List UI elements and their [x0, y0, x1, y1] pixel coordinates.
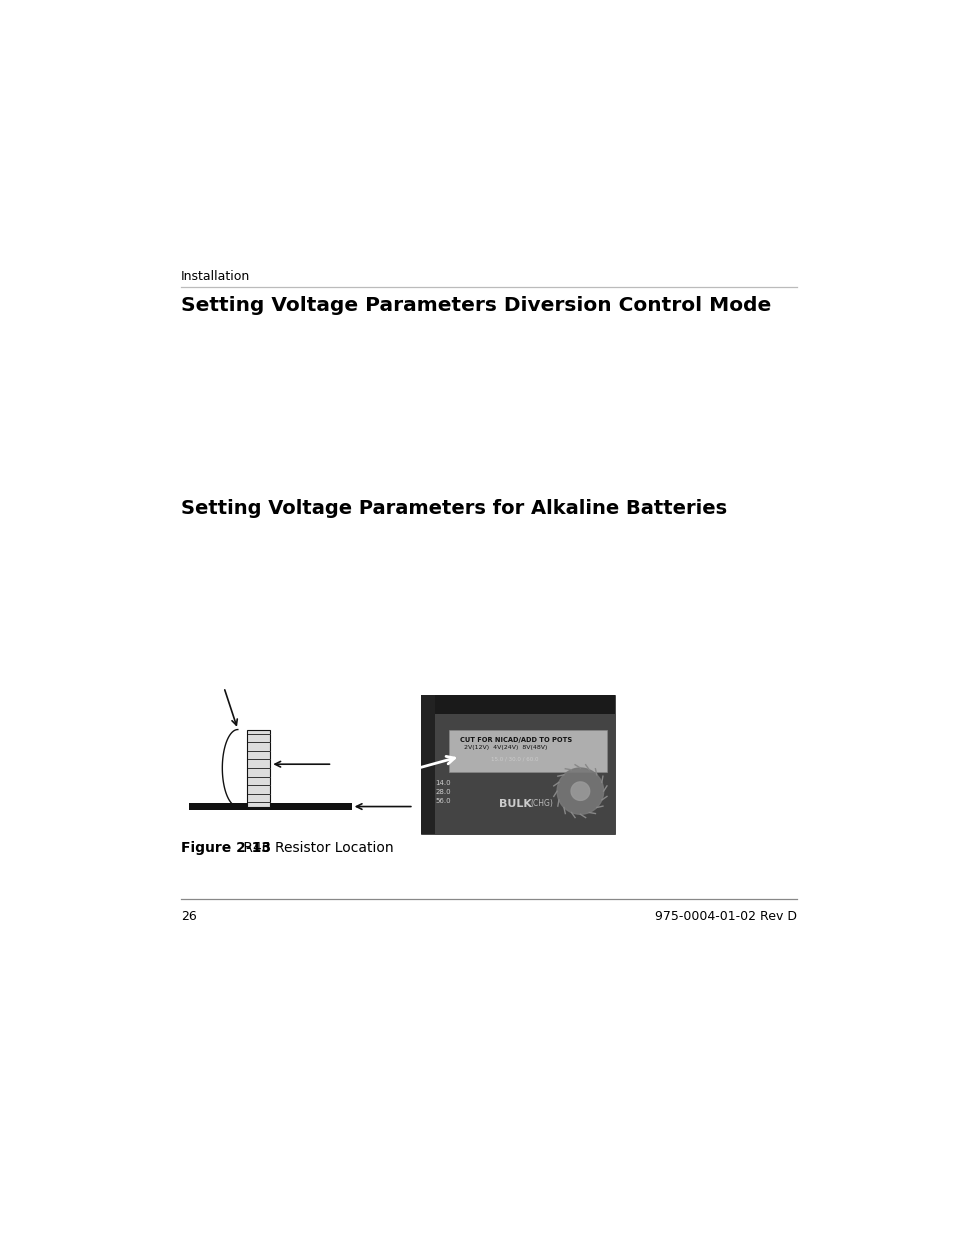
Text: Setting Voltage Parameters for Alkaline Batteries: Setting Voltage Parameters for Alkaline …	[181, 499, 726, 517]
Text: Setting Voltage Parameters Diversion Control Mode: Setting Voltage Parameters Diversion Con…	[181, 296, 771, 315]
Bar	[421, 695, 435, 834]
Text: 975-0004-01-02 Rev D: 975-0004-01-02 Rev D	[654, 910, 796, 924]
Text: 15.0 / 30.0 / 60.0: 15.0 / 30.0 / 60.0	[491, 757, 538, 762]
Bar	[421, 695, 615, 834]
Text: CUT FOR NICAD/ADD TO POTS: CUT FOR NICAD/ADD TO POTS	[459, 737, 572, 743]
Text: BULK: BULK	[498, 799, 532, 809]
Text: R46 Resistor Location: R46 Resistor Location	[238, 841, 393, 855]
Bar	[448, 730, 607, 772]
Text: 28.0: 28.0	[435, 789, 451, 795]
Text: 2V(12V)  4V(24V)  8V(48V): 2V(12V) 4V(24V) 8V(48V)	[464, 745, 547, 750]
Bar	[189, 803, 352, 810]
Text: Figure 2-13: Figure 2-13	[181, 841, 271, 855]
Text: 14.0: 14.0	[435, 779, 451, 785]
Bar	[247, 730, 270, 806]
Text: Installation: Installation	[181, 270, 251, 283]
Polygon shape	[571, 782, 589, 800]
Text: (CHG): (CHG)	[530, 799, 553, 808]
Bar	[421, 695, 615, 714]
Text: 56.0: 56.0	[435, 798, 451, 804]
Polygon shape	[557, 768, 603, 814]
Text: 26: 26	[181, 910, 196, 924]
